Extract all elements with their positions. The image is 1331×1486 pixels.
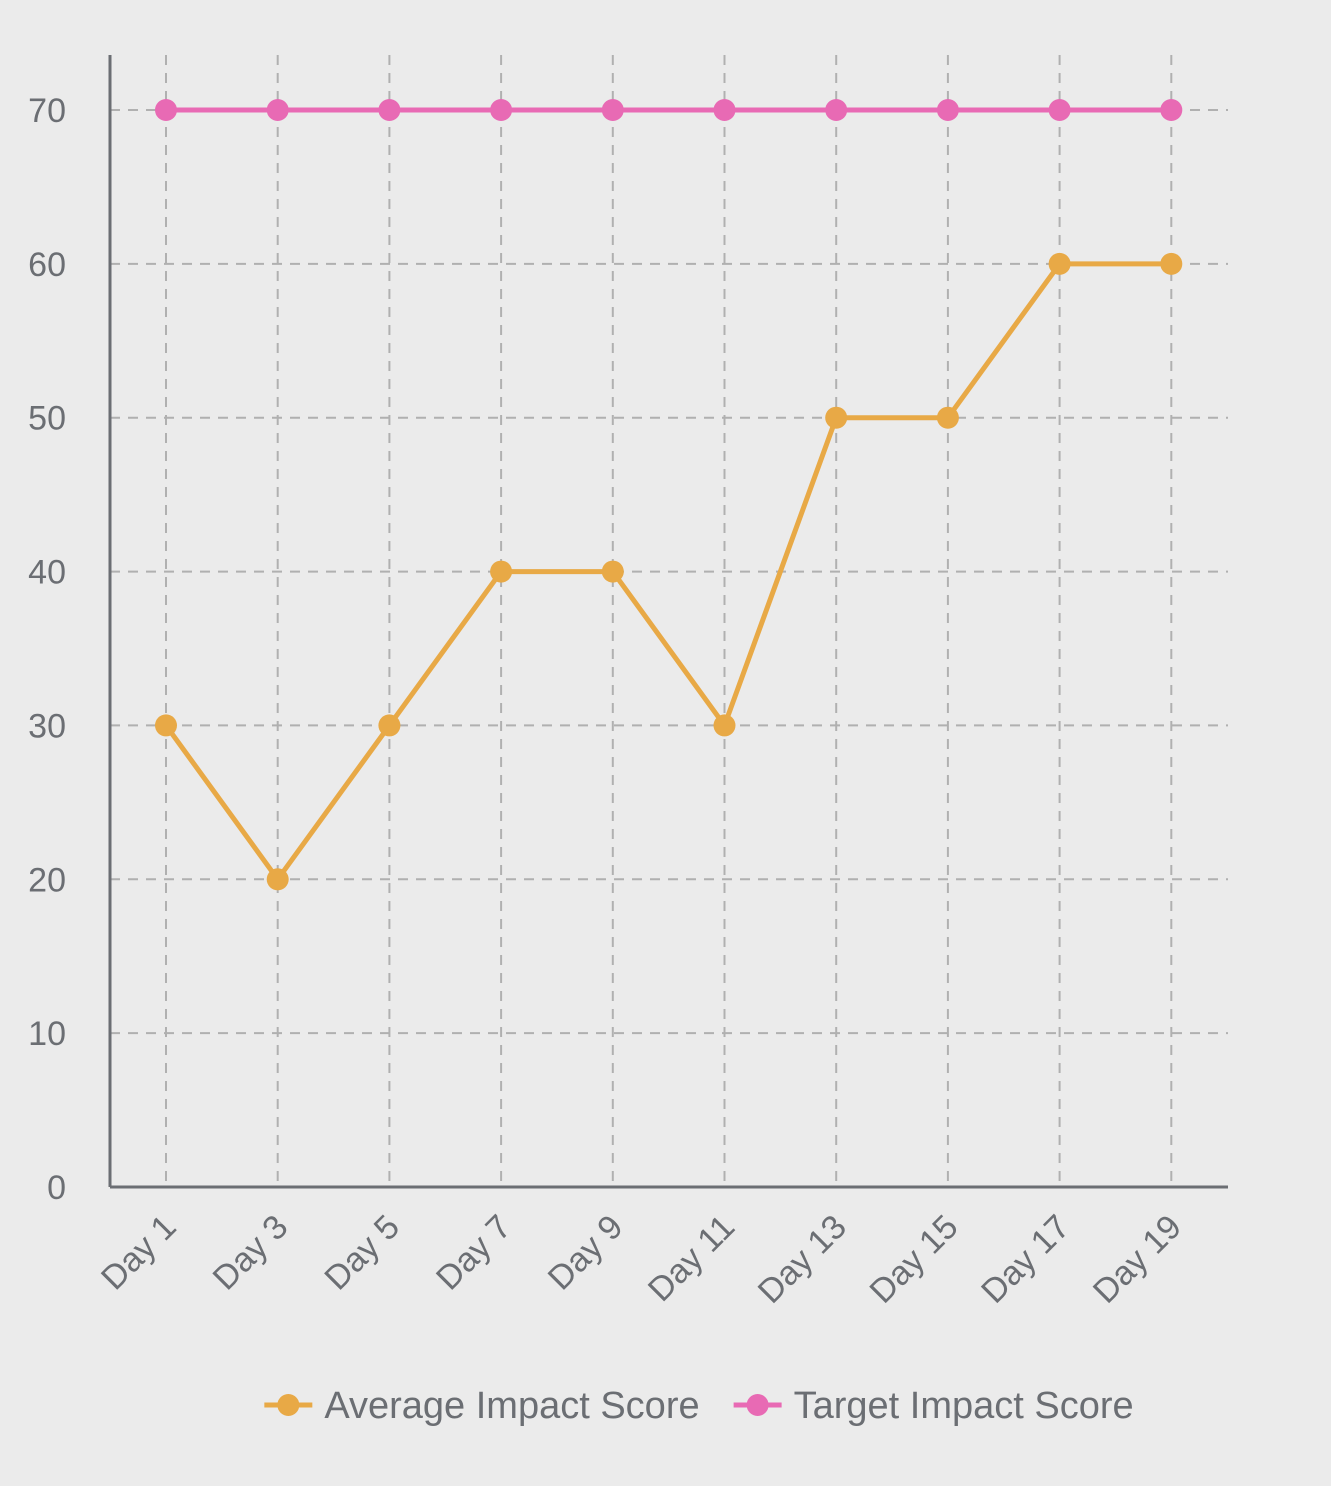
- series: [155, 99, 1183, 891]
- y-tick-label: 30: [28, 707, 66, 745]
- data-point[interactable]: [490, 99, 513, 121]
- legend-swatch-marker: [277, 1394, 300, 1416]
- legend-swatch-marker: [746, 1394, 769, 1416]
- data-point[interactable]: [378, 99, 401, 121]
- y-tick-label: 20: [28, 861, 66, 899]
- legend[interactable]: Average Impact Score Target Impact Score: [264, 1385, 1134, 1427]
- data-point[interactable]: [601, 99, 624, 121]
- legend-label: Average Impact Score: [324, 1385, 699, 1427]
- grid: [110, 55, 1228, 1187]
- legend-label: Target Impact Score: [794, 1385, 1134, 1427]
- data-point[interactable]: [1160, 252, 1183, 275]
- x-tick-label: Day 1: [94, 1208, 184, 1298]
- tick-labels: 0 10 20 30 40 50 60 70 Day 1 Day 3 Day 5 Day 7 Day 9…: [28, 92, 1189, 1311]
- legend-item[interactable]: Target Impact Score: [733, 1385, 1134, 1427]
- legend-item[interactable]: Average Impact Score: [264, 1385, 700, 1427]
- data-point[interactable]: [490, 560, 513, 583]
- data-point[interactable]: [713, 99, 736, 121]
- data-point[interactable]: [936, 406, 959, 429]
- x-tick-label: Day 17: [974, 1208, 1077, 1311]
- x-tick-label: Day 11: [641, 1208, 742, 1309]
- data-point[interactable]: [713, 714, 736, 737]
- series-1: [155, 252, 1183, 891]
- data-point[interactable]: [936, 99, 959, 121]
- x-tick-label: Day 7: [429, 1208, 519, 1298]
- series-line: [163, 261, 1172, 882]
- x-tick-label: Day 13: [751, 1208, 854, 1311]
- y-tick-label: 40: [28, 554, 66, 592]
- series-2: [155, 99, 1183, 121]
- x-tick-label: Day 19: [1086, 1208, 1189, 1311]
- axes: [108, 55, 1228, 1189]
- data-point[interactable]: [1160, 99, 1183, 121]
- x-tick-label: Day 5: [317, 1208, 407, 1298]
- data-point[interactable]: [155, 99, 177, 121]
- data-point[interactable]: [266, 99, 289, 121]
- x-tick-label: Day 3: [206, 1208, 296, 1298]
- y-tick-label: 60: [28, 246, 66, 284]
- y-tick-label: 70: [28, 92, 66, 130]
- data-point[interactable]: [1048, 99, 1071, 121]
- y-tick-label: 50: [28, 400, 66, 438]
- data-point[interactable]: [1048, 252, 1071, 275]
- data-point[interactable]: [378, 714, 401, 737]
- y-tick-label: 10: [28, 1015, 66, 1053]
- y-tick-label: 0: [47, 1169, 66, 1207]
- data-point[interactable]: [825, 99, 848, 121]
- x-tick-label: Day 9: [541, 1208, 631, 1298]
- data-point[interactable]: [266, 868, 289, 891]
- x-tick-label: Day 15: [863, 1208, 966, 1311]
- data-point[interactable]: [825, 406, 848, 429]
- data-point[interactable]: [601, 560, 624, 583]
- data-point[interactable]: [155, 714, 177, 737]
